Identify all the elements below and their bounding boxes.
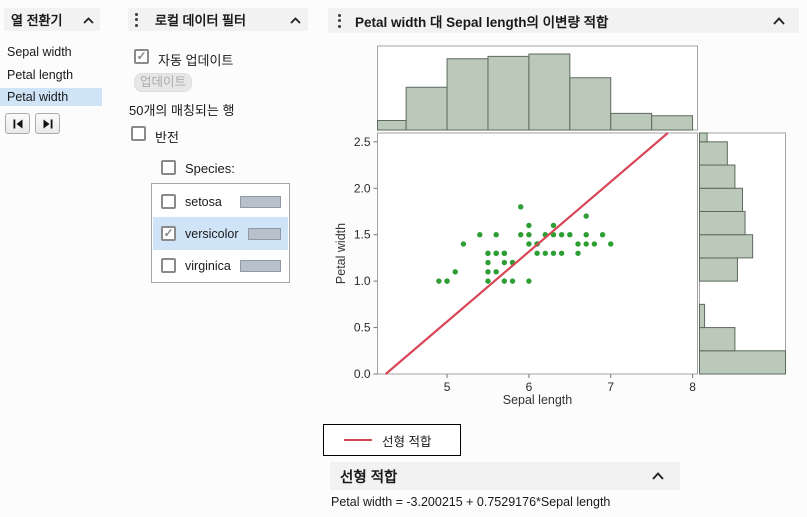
local-data-filter-header[interactable]: 로컬 데이터 필터 <box>128 8 308 31</box>
linear-fit-title: 선형 적합 <box>340 469 398 486</box>
step-forward-button[interactable] <box>35 113 60 134</box>
auto-update-checkbox[interactable] <box>134 49 149 64</box>
column-item-label: Petal length <box>7 68 74 82</box>
step-back-button[interactable] <box>5 113 30 134</box>
virginica-checkbox[interactable] <box>161 258 176 273</box>
chevron-up-icon[interactable] <box>773 12 785 30</box>
linear-fit-header[interactable]: 선형 적합 <box>330 462 680 490</box>
bivariate-title: Petal width 대 Sepal length의 이변량 적합 <box>355 14 609 30</box>
svg-text:7: 7 <box>607 380 614 394</box>
menu-dots-icon[interactable] <box>135 12 138 27</box>
chevron-up-icon[interactable] <box>83 11 94 29</box>
svg-text:1.0: 1.0 <box>354 274 371 288</box>
matching-rows-text: 50개의 매칭되는 행 <box>129 103 235 118</box>
versicolor-checkbox[interactable] <box>161 226 176 241</box>
menu-dots-icon[interactable] <box>338 13 341 28</box>
species-level-label: versicolor <box>185 226 239 241</box>
previous-column-icon <box>13 119 22 128</box>
svg-text:0.5: 0.5 <box>354 321 371 335</box>
column-item-sepal-width[interactable]: Sepal width <box>0 43 102 61</box>
count-bar <box>240 259 281 272</box>
bivariate-header[interactable]: Petal width 대 Sepal length의 이변량 적합 <box>328 8 799 33</box>
invert-checkbox[interactable] <box>131 126 146 141</box>
species-row-setosa[interactable]: setosa <box>153 185 288 218</box>
fit-equation: Petal width = -3.200215 + 0.7529176*Sepa… <box>331 495 611 509</box>
svg-text:6: 6 <box>526 380 533 394</box>
column-item-label: Sepal width <box>7 45 72 59</box>
setosa-checkbox[interactable] <box>161 194 176 209</box>
fit-legend[interactable]: 선형 적합 <box>323 424 461 456</box>
svg-text:0.0: 0.0 <box>354 367 371 381</box>
svg-text:Sepal length: Sepal length <box>503 393 573 407</box>
svg-text:8: 8 <box>689 380 696 394</box>
svg-text:1.5: 1.5 <box>354 228 371 242</box>
species-level-box: setosa versicolor virginica <box>151 183 290 283</box>
legend-label: 선형 적합 <box>382 434 432 449</box>
svg-text:Petal width: Petal width <box>334 223 348 284</box>
count-bar <box>247 227 281 240</box>
species-checkbox[interactable] <box>161 160 176 175</box>
svg-text:2.0: 2.0 <box>354 181 371 195</box>
next-column-icon <box>43 119 52 128</box>
bivariate-plot[interactable]: 5 6 7 8 0.0 0.5 1.0 1.5 2.0 2.5 Sepal length Petal … <box>330 40 800 415</box>
chevron-up-icon[interactable] <box>652 467 664 485</box>
column-switcher-header[interactable]: 열 전환기 <box>4 8 100 31</box>
svg-text:2.5: 2.5 <box>354 135 371 149</box>
species-level-label: setosa <box>185 194 222 209</box>
species-level-label: virginica <box>185 258 231 273</box>
invert-label: 반전 <box>155 130 179 145</box>
species-label: Species: <box>185 161 235 176</box>
local-data-filter-title: 로컬 데이터 필터 <box>155 13 246 28</box>
column-switcher-title: 열 전환기 <box>11 13 63 28</box>
count-bar <box>240 195 281 208</box>
column-item-label: Petal width <box>7 90 69 104</box>
auto-update-label: 자동 업데이트 <box>158 53 234 68</box>
column-item-petal-length[interactable]: Petal length <box>0 66 102 84</box>
update-button[interactable]: 업데이트 <box>134 73 192 92</box>
species-row-versicolor[interactable]: versicolor <box>153 217 288 250</box>
species-row-virginica[interactable]: virginica <box>153 249 288 282</box>
legend-line <box>344 439 372 441</box>
svg-text:5: 5 <box>444 380 451 394</box>
chevron-up-icon[interactable] <box>290 11 301 29</box>
column-item-petal-width[interactable]: Petal width <box>0 88 102 106</box>
